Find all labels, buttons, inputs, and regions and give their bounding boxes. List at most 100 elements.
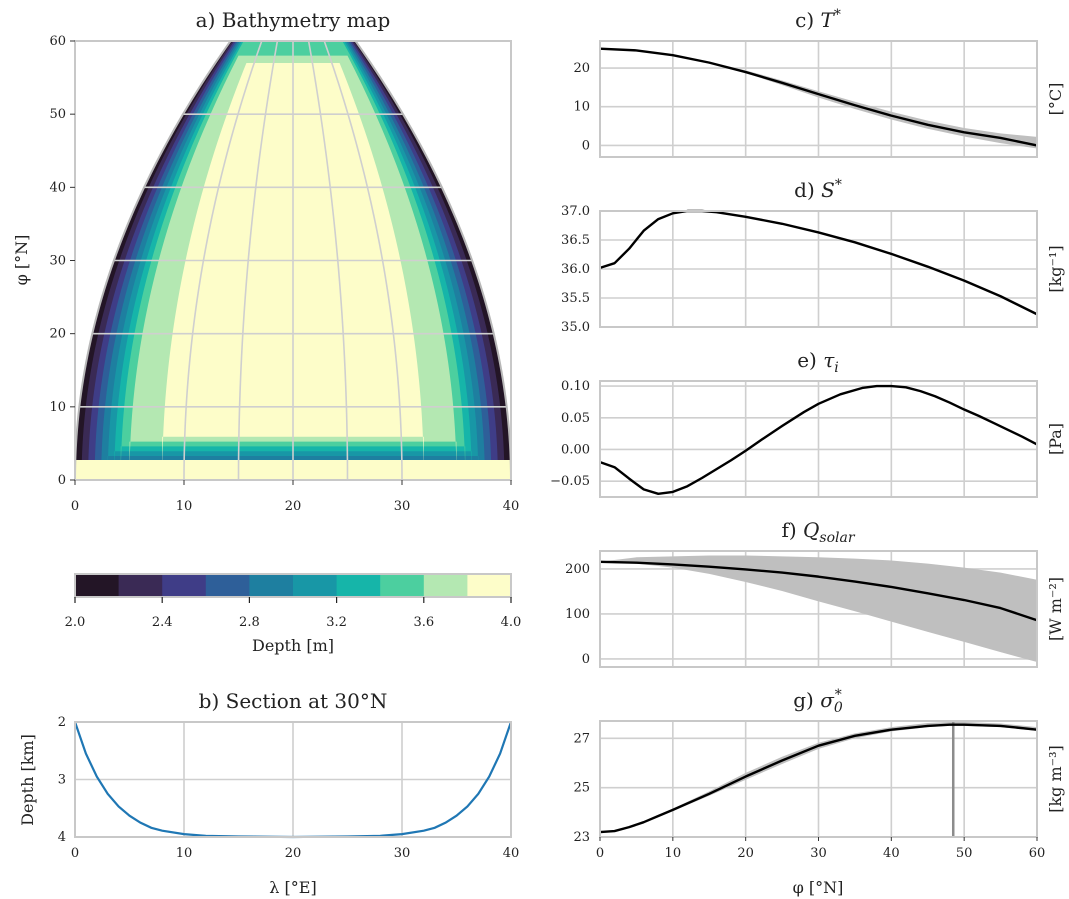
colorbar-tick-label: 3.2 <box>326 615 347 630</box>
profile-line <box>599 384 1038 496</box>
title-part: g) <box>793 688 820 712</box>
x-tick-label: 10 <box>176 846 193 861</box>
panel-c-frame <box>599 40 1038 158</box>
title-part: σ <box>820 688 835 712</box>
x-tick-label: 40 <box>883 846 900 861</box>
title-part: Q <box>803 518 819 542</box>
colorbar-bin <box>467 574 512 597</box>
meridian-line <box>183 40 263 481</box>
title-part: * <box>835 687 842 703</box>
panel-a-bathymetry-map: a) Bathymetry map φ [°N] 0 10 20 30 40 50 60 0 1… <box>12 8 519 514</box>
spread-band <box>600 555 1037 663</box>
colorbar-tick-label: 4.0 <box>501 615 522 630</box>
panel-a-title: a) Bathymetry map <box>196 8 391 32</box>
colorbar-label: Depth [m] <box>252 636 334 655</box>
x-tick-label: 30 <box>394 846 411 861</box>
title-part: i <box>834 360 838 376</box>
title-part: c) <box>795 8 820 32</box>
panel-b-section: b) Section at 30°N Depth [km] λ [°E] 0 10… <box>18 689 519 897</box>
panel-b-plot: 0 10 20 30 40 2 3 4 <box>58 715 520 861</box>
x-tick-label: 60 <box>1029 846 1046 861</box>
colorbar-bin <box>336 574 381 597</box>
x-tick-label: 40 <box>503 846 520 861</box>
x-tick-label: 10 <box>665 846 682 861</box>
title-part: τ <box>823 348 835 372</box>
y-tick-label: 10 <box>573 100 590 115</box>
panel-b-title: b) Section at 30°N <box>199 689 388 713</box>
panel-a-y-axis-label: φ [°N] <box>12 235 31 286</box>
colorbar-bin <box>423 574 468 597</box>
colorbar-bins <box>74 573 512 598</box>
panel-b-x-axis-label: λ [°E] <box>269 878 316 897</box>
y-tick-label: 20 <box>49 327 66 342</box>
profile-line <box>599 209 1038 316</box>
colorbar-bin <box>205 574 250 597</box>
x-tick-label: 30 <box>394 499 411 514</box>
x-tick-label: 50 <box>956 846 973 861</box>
x-tick-label: 10 <box>176 499 193 514</box>
x-tick-label: 0 <box>71 499 79 514</box>
colorbar-bin <box>162 574 207 597</box>
colorbar-tick-label: 2.0 <box>65 615 86 630</box>
y-tick-label: 35.0 <box>561 320 590 335</box>
meridian-line <box>307 40 349 481</box>
y-tick-label: 40 <box>49 180 66 195</box>
title-part: 0 <box>834 700 843 716</box>
colorbar-bin <box>118 574 163 597</box>
panel-b-frame <box>74 721 512 838</box>
y-tick-label: 20 <box>573 61 590 76</box>
y-tick-label: 35.5 <box>561 291 590 306</box>
y-tick-label: 2 <box>58 715 66 730</box>
panel-e: e) τi −0.05 0.00 0.05 0.10 [Pa] <box>550 348 1065 498</box>
y-tick-label: 100 <box>565 607 590 622</box>
panel-f: f) Qsolar 0 100 200 [W m⁻²] <box>565 518 1065 668</box>
panel-d: d) S* 35.0 35.5 36.0 36.5 37.0 [kg⁻¹] <box>561 177 1065 335</box>
y-tick-label: 50 <box>49 107 66 122</box>
panel-g-unit: [kg m⁻³] <box>1046 745 1065 813</box>
y-tick-label: 0.00 <box>561 442 590 457</box>
y-tick-label: 0.05 <box>561 411 590 426</box>
title-part: * <box>835 177 842 193</box>
y-tick-label: 30 <box>49 254 66 269</box>
y-tick-label: 3 <box>58 773 66 788</box>
panel-g-x-axis-label: φ [°N] <box>793 878 844 897</box>
panel-b-y-axis-label: Depth [km] <box>18 734 37 826</box>
y-tick-label: 0 <box>58 473 66 488</box>
panel-f-frame <box>599 550 1038 668</box>
y-tick-label: 60 <box>49 34 66 49</box>
x-tick-label: 20 <box>737 846 754 861</box>
panel-f-title: f) Qsolar <box>781 518 855 546</box>
y-tick-label: 37.0 <box>561 204 590 219</box>
colorbar-bin <box>75 574 120 597</box>
panel-g-title: g) σ0* <box>793 687 843 716</box>
title-part: e) <box>797 348 823 372</box>
profile-line <box>599 723 1038 834</box>
y-tick-label: 200 <box>565 562 590 577</box>
spread-band <box>600 48 1037 149</box>
x-tick-label: 40 <box>503 499 520 514</box>
panel-d-title: d) S* <box>794 177 842 202</box>
x-tick-label: 20 <box>285 846 302 861</box>
y-tick-label: 0 <box>582 138 590 153</box>
y-tick-label: 23 <box>573 830 590 845</box>
title-part: solar <box>819 530 855 546</box>
y-tick-label: 36.5 <box>561 233 590 248</box>
colorbar-bin <box>249 574 294 597</box>
colorbar-tick-label: 3.6 <box>413 615 434 630</box>
colorbar-tick-label: 2.4 <box>152 615 173 630</box>
y-tick-label: 25 <box>573 781 590 796</box>
profile-line <box>599 560 1038 622</box>
panel-a-ticks: 0 10 20 30 40 50 60 0 10 20 30 40 <box>49 34 519 514</box>
x-tick-label: 0 <box>71 846 79 861</box>
spread-band <box>600 721 1037 833</box>
title-part: S <box>821 178 835 202</box>
panel-c-unit: [°C] <box>1046 83 1065 116</box>
y-tick-label: 36.0 <box>561 262 590 277</box>
meridian-line <box>237 40 279 481</box>
meridian-line <box>323 40 403 481</box>
panel-e-title: e) τi <box>797 348 839 376</box>
colorbar-bin <box>293 574 338 597</box>
